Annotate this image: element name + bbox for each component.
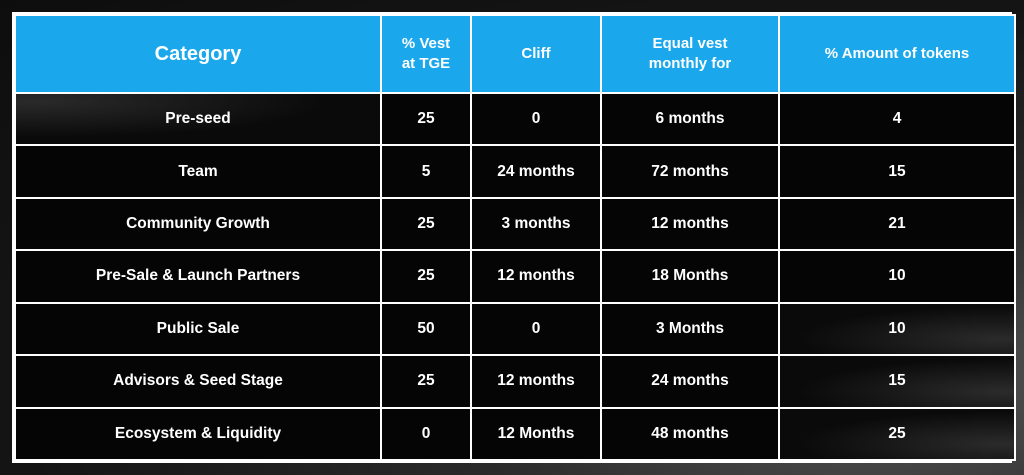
- table-row: Pre-seed 25 0 6 months 4: [14, 91, 1016, 147]
- cell-vest-at-tge: 25: [380, 249, 472, 304]
- cell-equal-vest: 6 months: [600, 91, 780, 147]
- cell-amount-of-tokens: 21: [778, 196, 1016, 252]
- table-header: Category % Vest at TGE Cliff Equal vest …: [14, 14, 1016, 94]
- header-equal-line-2: monthly for: [648, 55, 732, 72]
- cell-vest-at-tge: 50: [380, 301, 472, 357]
- cell-vest-at-tge: 5: [380, 144, 472, 199]
- cell-category: Team: [14, 144, 382, 199]
- cell-equal-vest: 24 months: [600, 354, 780, 409]
- cell-equal-vest: 18 Months: [600, 249, 780, 304]
- cell-vest-at-tge: 0: [380, 406, 472, 462]
- cell-amount-of-tokens: 10: [778, 249, 1016, 304]
- cell-category: Pre-seed: [14, 91, 382, 147]
- table-row: Ecosystem & Liquidity 0 12 Months 48 mon…: [14, 406, 1016, 462]
- cell-equal-vest: 72 months: [600, 144, 780, 199]
- cell-category: Community Growth: [14, 196, 382, 252]
- cell-vest-at-tge: 25: [380, 354, 472, 409]
- header-vest-line-1: % Vest: [401, 35, 451, 52]
- cell-equal-vest: 12 months: [600, 196, 780, 252]
- header-vest-at-tge: % Vest at TGE: [380, 14, 472, 94]
- cell-cliff: 12 months: [470, 354, 602, 409]
- cell-category: Advisors & Seed Stage: [14, 354, 382, 409]
- cell-cliff: 0: [470, 301, 602, 357]
- token-vesting-table: Category % Vest at TGE Cliff Equal vest …: [14, 14, 1016, 462]
- cell-vest-at-tge: 25: [380, 91, 472, 147]
- header-amount-of-tokens: % Amount of tokens: [778, 14, 1016, 94]
- table-body: Pre-seed 25 0 6 months 4 Team 5 24 month…: [14, 91, 1016, 462]
- cell-cliff: 12 months: [470, 249, 602, 304]
- cell-category: Public Sale: [14, 301, 382, 357]
- table-row: Community Growth 25 3 months 12 months 2…: [14, 196, 1016, 252]
- header-row: Category % Vest at TGE Cliff Equal vest …: [14, 14, 1016, 94]
- cell-category: Pre-Sale & Launch Partners: [14, 249, 382, 304]
- cell-cliff: 24 months: [470, 144, 602, 199]
- cell-amount-of-tokens: 10: [778, 301, 1016, 357]
- header-cliff: Cliff: [470, 14, 602, 94]
- cell-amount-of-tokens: 15: [778, 144, 1016, 199]
- cell-cliff: 3 months: [470, 196, 602, 252]
- cell-cliff: 0: [470, 91, 602, 147]
- header-amount-label: % Amount of tokens: [824, 45, 970, 62]
- cell-amount-of-tokens: 15: [778, 354, 1016, 409]
- cell-amount-of-tokens: 25: [778, 406, 1016, 462]
- table-row: Public Sale 50 0 3 Months 10: [14, 301, 1016, 357]
- header-category: Category: [14, 14, 382, 94]
- vesting-table-container: Category % Vest at TGE Cliff Equal vest …: [12, 12, 1016, 463]
- header-vest-line-2: at TGE: [401, 55, 451, 72]
- cell-equal-vest: 3 Months: [600, 301, 780, 357]
- cell-equal-vest: 48 months: [600, 406, 780, 462]
- header-equal-line-1: Equal vest: [652, 35, 728, 52]
- header-equal-vest: Equal vest monthly for: [600, 14, 780, 94]
- table-row: Team 5 24 months 72 months 15: [14, 144, 1016, 199]
- table-row: Advisors & Seed Stage 25 12 months 24 mo…: [14, 354, 1016, 409]
- cell-category: Ecosystem & Liquidity: [14, 406, 382, 462]
- cell-vest-at-tge: 25: [380, 196, 472, 252]
- header-category-label: Category: [154, 43, 242, 65]
- cell-amount-of-tokens: 4: [778, 91, 1016, 147]
- table-row: Pre-Sale & Launch Partners 25 12 months …: [14, 249, 1016, 304]
- header-cliff-label: Cliff: [521, 45, 551, 62]
- cell-cliff: 12 Months: [470, 406, 602, 462]
